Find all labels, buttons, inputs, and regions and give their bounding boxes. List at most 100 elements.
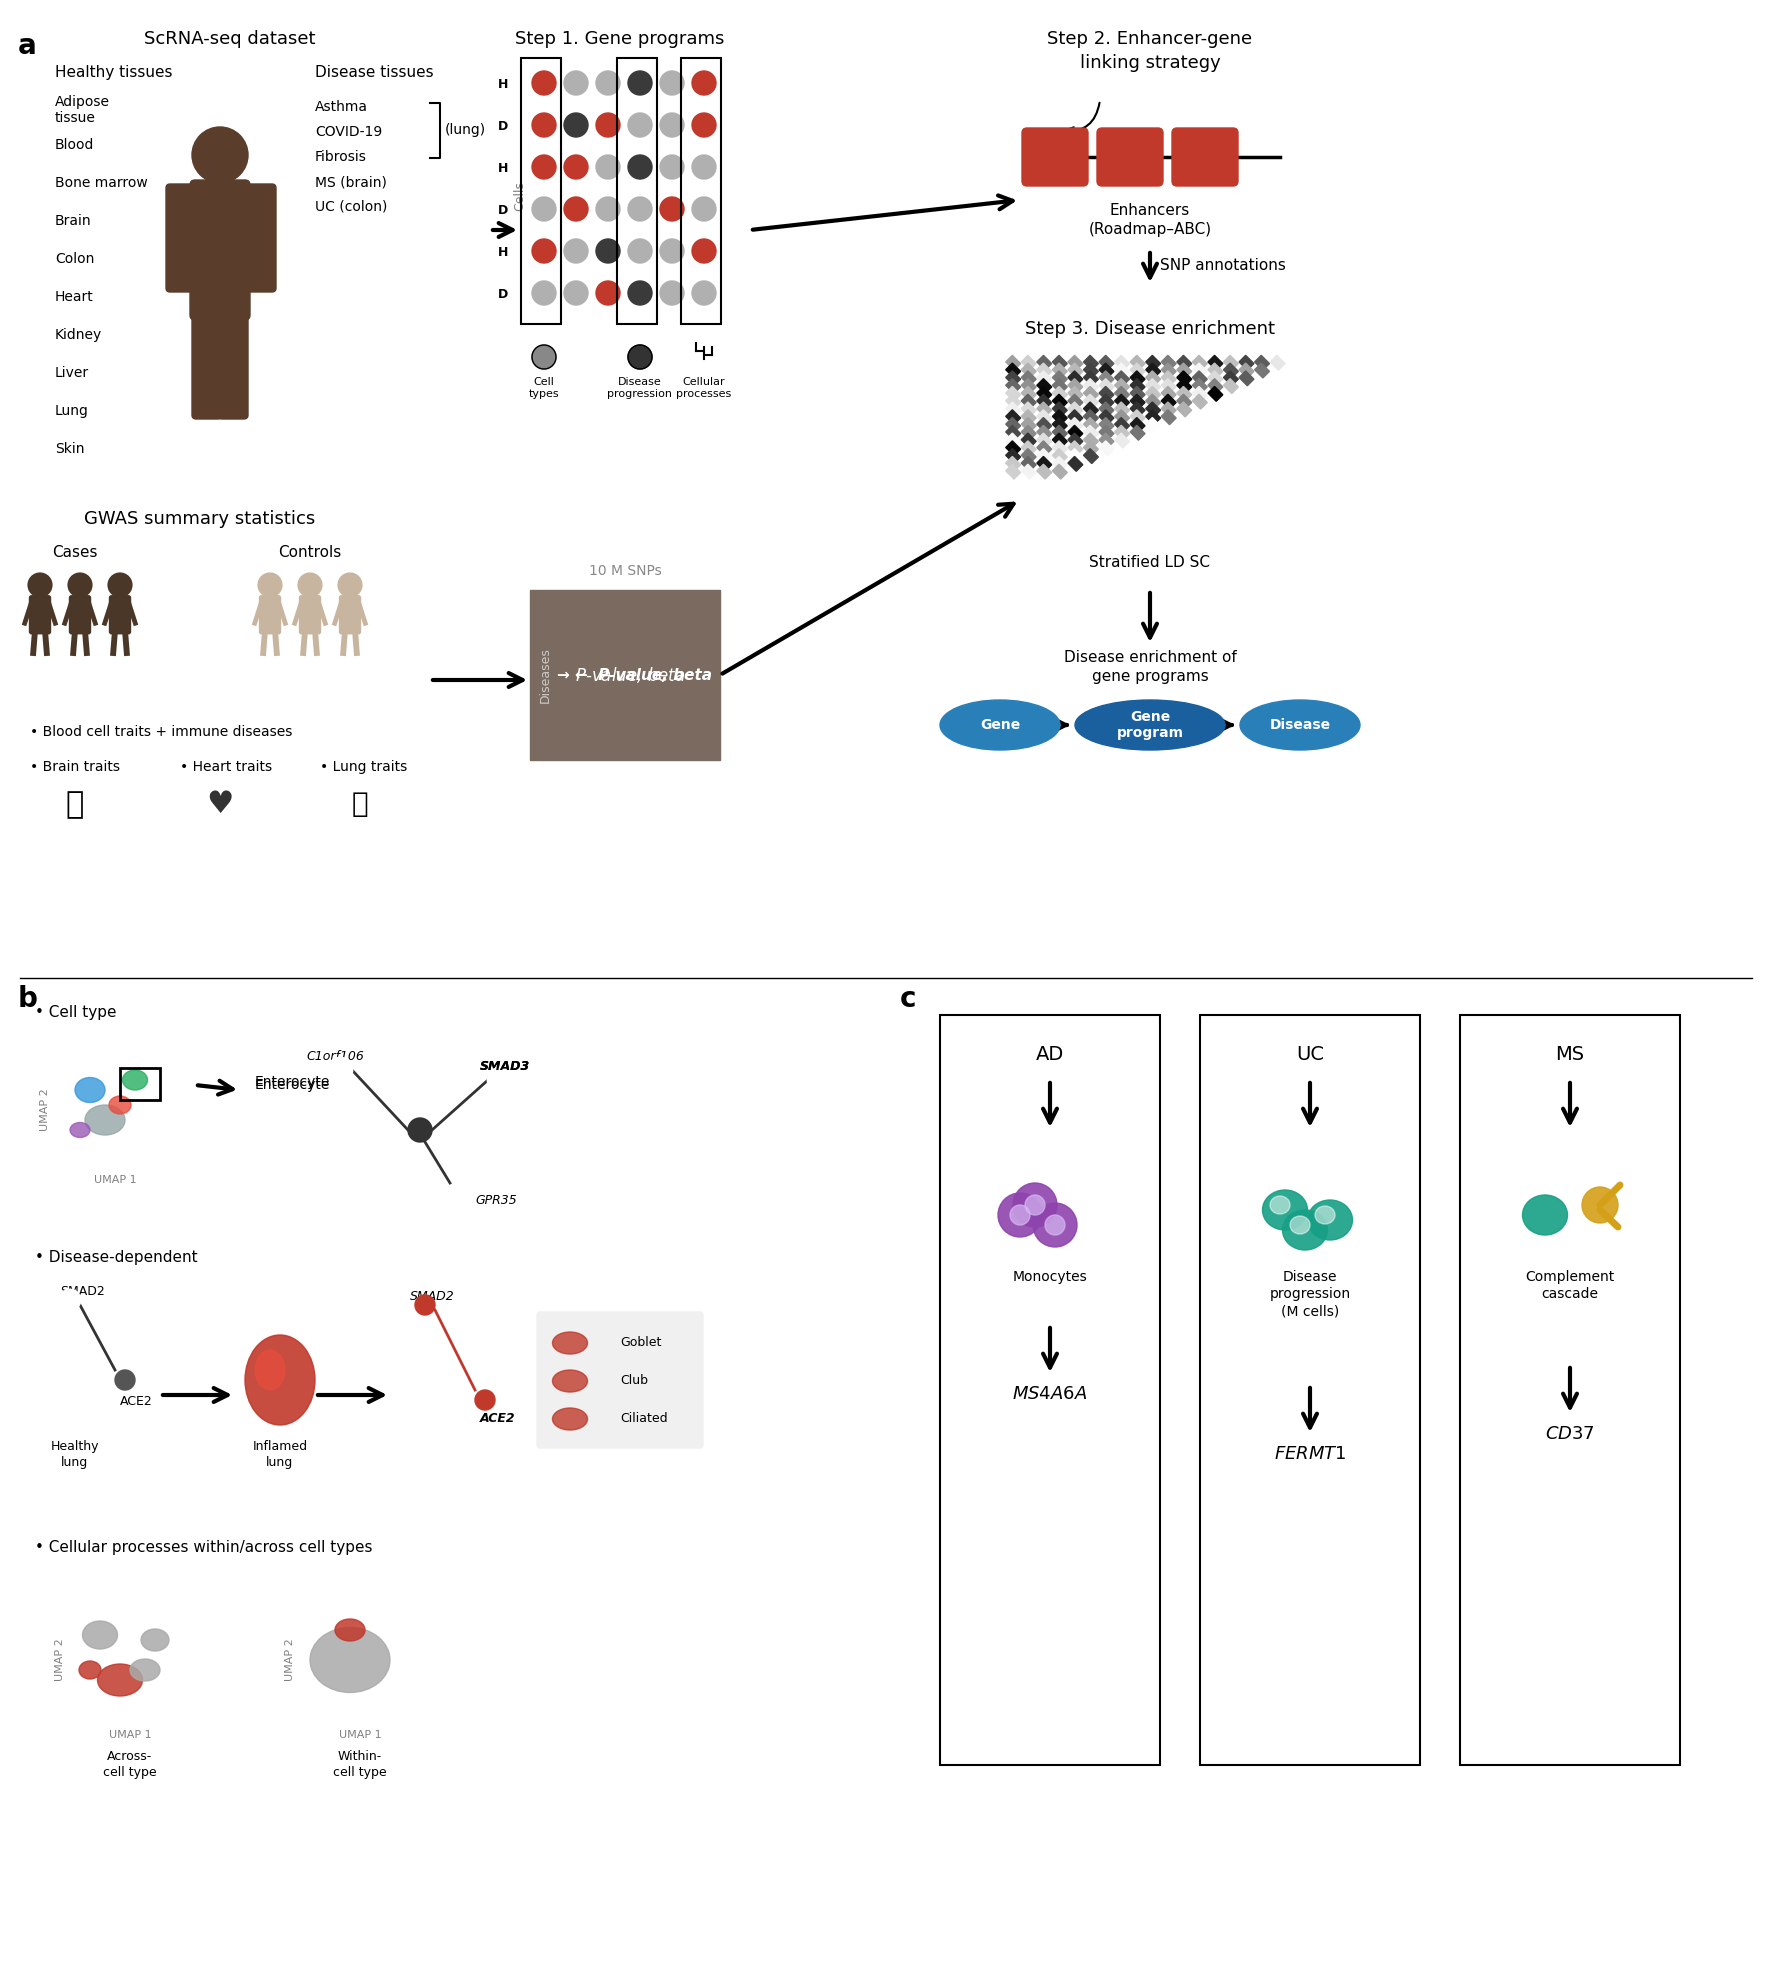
Text: UMAP 1: UMAP 1: [338, 1731, 381, 1740]
Text: Diseases: Diseases: [539, 646, 551, 704]
Bar: [1069, 442, 1083, 455]
Circle shape: [338, 574, 361, 597]
Bar: [1146, 371, 1161, 386]
Bar: [1115, 386, 1129, 402]
Bar: [1037, 434, 1053, 447]
Bar: [1099, 378, 1115, 394]
FancyBboxPatch shape: [1097, 128, 1162, 185]
Circle shape: [532, 345, 556, 369]
Bar: [1037, 426, 1053, 440]
FancyBboxPatch shape: [110, 595, 131, 635]
Text: $\it{FERMT1}$: $\it{FERMT1}$: [1274, 1445, 1347, 1462]
Bar: [1069, 418, 1083, 432]
FancyBboxPatch shape: [340, 595, 360, 635]
Ellipse shape: [85, 1106, 126, 1135]
Ellipse shape: [1283, 1210, 1327, 1250]
Text: Kidney: Kidney: [55, 327, 103, 343]
Circle shape: [115, 1370, 135, 1390]
Bar: [1053, 378, 1067, 394]
Bar: [1115, 426, 1129, 440]
Ellipse shape: [71, 1123, 90, 1137]
Bar: [1053, 418, 1067, 432]
Text: Adipose
tissue: Adipose tissue: [55, 95, 110, 126]
Bar: [1006, 426, 1021, 440]
Bar: [1223, 355, 1239, 371]
Text: Bone marrow: Bone marrow: [55, 175, 147, 189]
Bar: [1006, 363, 1021, 378]
Circle shape: [487, 1068, 512, 1092]
Circle shape: [693, 112, 716, 138]
Circle shape: [595, 197, 620, 221]
Bar: [1099, 442, 1115, 455]
Ellipse shape: [553, 1407, 588, 1431]
Bar: [1069, 426, 1083, 440]
Circle shape: [595, 112, 620, 138]
Bar: [1021, 418, 1037, 432]
Text: Lung: Lung: [55, 404, 89, 418]
FancyBboxPatch shape: [1022, 128, 1088, 185]
Bar: [1115, 402, 1129, 416]
Text: SMAD2: SMAD2: [60, 1285, 105, 1299]
Circle shape: [659, 71, 684, 95]
Bar: [1037, 394, 1053, 410]
Bar: [1037, 457, 1053, 471]
Bar: [1255, 355, 1269, 371]
Text: Skin: Skin: [55, 442, 85, 455]
Bar: [1131, 371, 1145, 386]
Bar: [1021, 457, 1037, 471]
Ellipse shape: [335, 1618, 365, 1642]
Text: D: D: [498, 288, 509, 302]
Text: (lung): (lung): [445, 122, 486, 138]
Bar: [1177, 394, 1193, 410]
Bar: [1006, 410, 1021, 424]
Circle shape: [475, 1390, 494, 1409]
Circle shape: [1582, 1187, 1618, 1222]
Bar: [1083, 449, 1099, 463]
Bar: [1271, 355, 1285, 371]
FancyBboxPatch shape: [1171, 128, 1239, 185]
Text: SMAD3: SMAD3: [480, 1060, 530, 1072]
Ellipse shape: [74, 1078, 105, 1102]
Text: H: H: [498, 79, 509, 91]
Circle shape: [532, 112, 556, 138]
Bar: [1021, 386, 1037, 402]
Text: Cellular
processes: Cellular processes: [677, 376, 732, 398]
Bar: [1053, 386, 1067, 402]
Text: Gene: Gene: [980, 717, 1021, 731]
Bar: [120, 1068, 159, 1100]
Text: Cell
types: Cell types: [528, 376, 560, 398]
Bar: [1053, 371, 1067, 386]
Bar: [1161, 363, 1177, 378]
Bar: [1146, 363, 1161, 378]
Bar: [1053, 449, 1067, 463]
Text: C1orf106: C1orf106: [307, 1051, 363, 1062]
Text: AD: AD: [1037, 1045, 1065, 1064]
Text: Fibrosis: Fibrosis: [315, 150, 367, 164]
Text: UMAP 2: UMAP 2: [41, 1088, 50, 1131]
Text: Enhancers
(Roadmap–ABC): Enhancers (Roadmap–ABC): [1088, 203, 1212, 237]
Circle shape: [67, 574, 92, 597]
Circle shape: [532, 197, 556, 221]
Circle shape: [693, 238, 716, 262]
Bar: [1053, 442, 1067, 455]
Bar: [1131, 363, 1145, 378]
Text: H: H: [498, 246, 509, 260]
Circle shape: [191, 126, 248, 183]
Text: Ciliated: Ciliated: [620, 1413, 668, 1425]
Bar: [1006, 355, 1021, 371]
Bar: [1021, 426, 1037, 440]
Text: UMAP 1: UMAP 1: [94, 1175, 136, 1185]
Bar: [1193, 371, 1207, 386]
Text: $P$-value, beta: $P$-value, beta: [574, 664, 686, 686]
Circle shape: [60, 1289, 80, 1311]
Text: • Disease-dependent: • Disease-dependent: [35, 1250, 198, 1265]
Bar: [1131, 386, 1145, 402]
Bar: [1069, 434, 1083, 447]
Bar: [1021, 449, 1037, 463]
Bar: [1239, 355, 1255, 371]
Bar: [1146, 402, 1161, 416]
Bar: [1037, 449, 1053, 463]
Text: Healthy tissues: Healthy tissues: [55, 65, 172, 81]
Circle shape: [595, 238, 620, 262]
Ellipse shape: [245, 1334, 315, 1425]
